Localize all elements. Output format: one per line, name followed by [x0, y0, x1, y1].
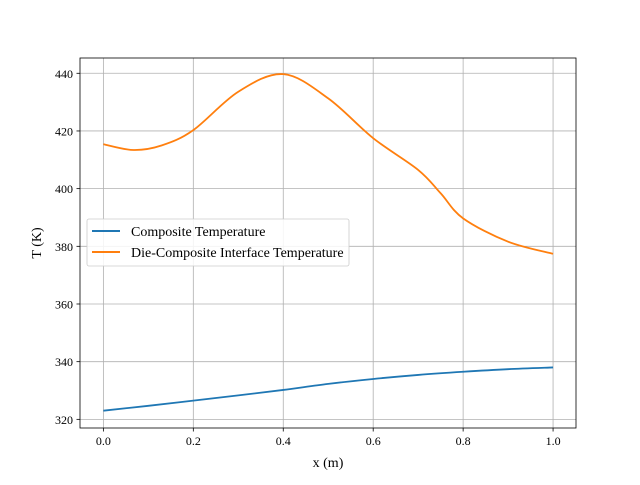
x-tick-label: 0.8 — [456, 434, 471, 448]
y-tick-label: 420 — [55, 124, 73, 138]
y-axis-ticks: 320 340 360 380 400 420 440 — [55, 67, 80, 427]
series-lines — [103, 73, 554, 412]
x-axis-ticks: 0.0 0.2 0.4 0.6 0.8 1.0 — [96, 428, 561, 448]
y-tick-label: 340 — [55, 355, 73, 369]
y-tick-label: 360 — [55, 297, 73, 311]
legend-label-interface: Die-Composite Interface Temperature — [131, 246, 344, 261]
x-tick-label: 0.4 — [276, 434, 291, 448]
legend-label-composite: Composite Temperature — [131, 225, 265, 240]
x-tick-label: 0.0 — [96, 434, 111, 448]
x-tick-label: 1.0 — [546, 434, 561, 448]
y-tick-label: 320 — [55, 413, 73, 427]
y-axis-label: T (K) — [30, 227, 45, 259]
series-line-composite — [103, 366, 554, 412]
x-tick-label: 0.6 — [366, 434, 381, 448]
plot-frame — [79, 57, 577, 429]
y-tick-label: 440 — [55, 67, 73, 81]
legend: Composite Temperature Die-Composite Inte… — [86, 218, 350, 267]
x-tick-label: 0.2 — [186, 434, 201, 448]
grid-lines — [80, 58, 576, 428]
series-line-interface — [103, 73, 554, 255]
x-axis-label: x (m) — [313, 456, 344, 471]
legend-box — [86, 218, 350, 267]
y-tick-label: 400 — [55, 182, 73, 196]
y-tick-label: 380 — [55, 240, 73, 254]
